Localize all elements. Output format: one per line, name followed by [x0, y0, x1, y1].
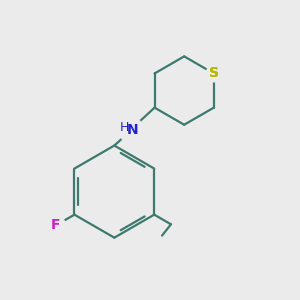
- Text: N: N: [127, 123, 139, 136]
- Text: S: S: [209, 67, 219, 80]
- Text: H: H: [120, 121, 129, 134]
- Text: F: F: [51, 218, 61, 232]
- Text: S: S: [209, 67, 219, 80]
